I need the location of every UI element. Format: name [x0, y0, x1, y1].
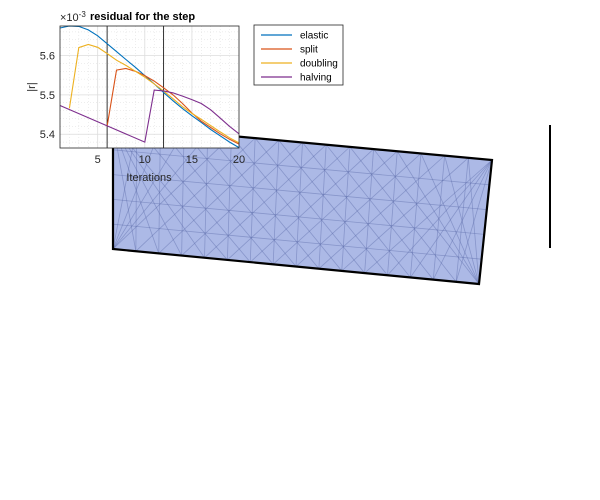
mesh-edge	[467, 157, 480, 285]
mesh-edge	[318, 144, 327, 269]
mesh-edge	[341, 157, 469, 272]
mesh-edge	[112, 223, 482, 260]
mesh-shape	[111, 123, 494, 286]
mesh-edge	[387, 159, 493, 276]
mesh-edge	[302, 142, 411, 278]
y-tick-label: 5.6	[40, 51, 55, 63]
mesh-edge	[249, 148, 374, 263]
x-axis-label: Iterations	[126, 172, 172, 184]
mesh-edge	[295, 153, 422, 267]
mesh-edge	[112, 129, 161, 250]
legend-label: doubling	[300, 59, 338, 70]
mesh-edge	[373, 148, 480, 285]
mesh-edge	[410, 159, 493, 278]
mesh-edge	[272, 140, 280, 265]
mesh-edge	[227, 146, 351, 261]
legend-label: elastic	[300, 31, 328, 42]
mesh-edge	[455, 157, 469, 282]
mesh-edge	[396, 151, 480, 285]
x-tick-labels: 5 10 15 20	[95, 154, 246, 166]
plot-background	[60, 26, 239, 148]
mesh-edge	[112, 135, 232, 250]
mesh-quad	[113, 125, 492, 284]
mesh-edge	[112, 149, 490, 186]
mesh-edge	[204, 133, 209, 258]
legend-label: split	[300, 45, 318, 56]
mesh-edge	[455, 159, 493, 282]
mesh-edge	[181, 142, 303, 256]
mesh-edge	[112, 133, 209, 250]
mesh-edge	[364, 149, 374, 274]
mesh-edge	[420, 153, 480, 285]
mesh-edge	[272, 150, 398, 265]
mesh-edge	[278, 140, 388, 276]
mesh-edge	[432, 155, 446, 280]
y-axis-label: |r|	[26, 82, 38, 91]
mesh-edge	[112, 199, 485, 235]
series-line-halving	[59, 89, 240, 143]
mesh-outline	[111, 123, 494, 286]
mesh-edge	[318, 155, 445, 269]
y-tick-labels: 5.4 5.5 5.6	[40, 51, 55, 142]
mesh-edge	[387, 151, 398, 276]
series-lines	[59, 25, 240, 149]
mesh-edge	[349, 146, 457, 283]
mesh-edge	[432, 159, 493, 280]
mesh-edge	[136, 126, 251, 263]
series-line-elastic	[59, 25, 240, 149]
exponent-label: ×10-3	[60, 10, 86, 24]
mesh-edge	[231, 135, 343, 272]
plot-axes-box	[59, 25, 240, 149]
mesh-edge	[181, 131, 185, 256]
mesh-edge	[249, 138, 256, 263]
x-tick-label: 10	[139, 154, 151, 166]
chart-title: residual for the step	[90, 11, 195, 23]
mesh-edge	[364, 159, 493, 274]
mesh-edge	[409, 153, 422, 278]
residual-plot: 5 10 15 20 5.4 5.5 5.6 Iterations |r| ×10-3 r…	[26, 10, 245, 184]
mesh-edge	[135, 137, 256, 252]
mesh-edge	[207, 133, 320, 269]
mesh-edge	[204, 144, 327, 259]
mesh-edge	[444, 155, 480, 285]
mesh-edge	[112, 131, 185, 250]
x-tick-label: 20	[233, 154, 245, 166]
legend: elastic split doubling halving	[253, 24, 344, 86]
mesh-edge	[183, 131, 297, 267]
y-tick-label: 5.5	[40, 90, 55, 102]
mesh-edge	[325, 144, 434, 280]
mesh-edge	[341, 146, 351, 271]
reference-lines	[106, 26, 165, 148]
x-tick-label: 5	[95, 154, 101, 166]
mesh-edge	[226, 135, 232, 260]
legend-label: halving	[300, 73, 332, 84]
series-line-split	[106, 67, 240, 145]
mesh-edge	[160, 129, 274, 265]
mesh-edge	[112, 174, 487, 210]
mesh-edge	[158, 129, 161, 254]
mesh-edge	[295, 142, 303, 267]
mesh-edge	[158, 140, 280, 254]
y-tick-label: 5.4	[40, 129, 55, 141]
x-tick-label: 15	[186, 154, 198, 166]
series-line-doubling	[68, 43, 240, 144]
mesh-edge	[254, 137, 365, 274]
